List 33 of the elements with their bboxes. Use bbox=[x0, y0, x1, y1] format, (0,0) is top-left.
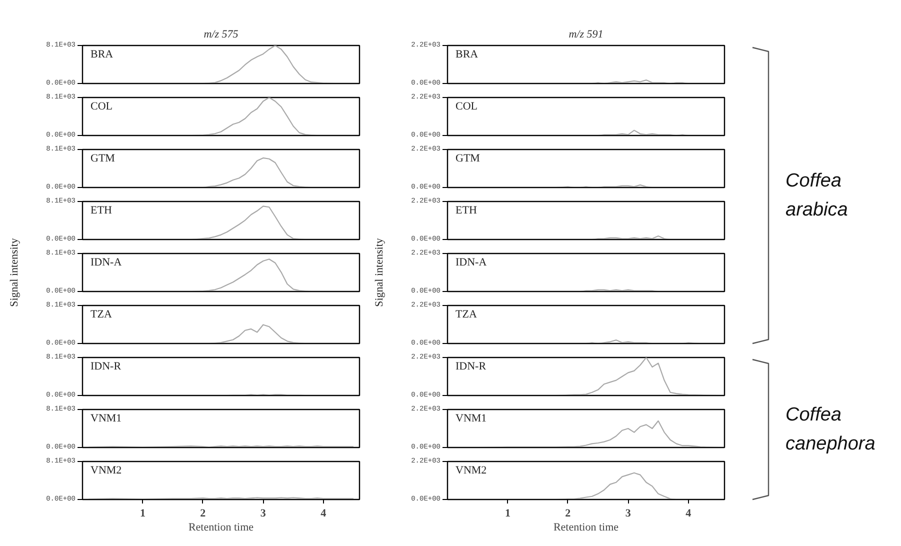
x-tick-label: 2 bbox=[200, 508, 206, 520]
x-tick-label: 3 bbox=[260, 508, 266, 520]
text: Coffea arabica bbox=[786, 170, 848, 221]
annotation: IDN-R bbox=[90, 360, 122, 372]
annotation: COL bbox=[90, 100, 113, 112]
x-tick-label: 1 bbox=[504, 508, 510, 520]
annotation: VNM2 bbox=[456, 464, 487, 476]
x-axis-title: Retention time bbox=[553, 522, 619, 534]
y-axis-title: Signal intensity bbox=[8, 238, 20, 307]
x-tick-label: 2 bbox=[565, 508, 572, 520]
annotation: IDN-R bbox=[456, 360, 487, 372]
annotation: ETH bbox=[456, 204, 477, 216]
text: Coffea canephora bbox=[786, 404, 876, 455]
x-tick-label: 4 bbox=[686, 508, 692, 520]
annotation: COL bbox=[456, 100, 478, 112]
x-tick-label: 3 bbox=[625, 508, 632, 520]
annotation: IDN-A bbox=[456, 256, 487, 268]
annotation: VNM1 bbox=[456, 412, 487, 424]
x-tick-label: 1 bbox=[140, 508, 146, 520]
annotation: TZA bbox=[456, 308, 477, 320]
annotation: GTM bbox=[456, 152, 480, 164]
x-tick-label: 4 bbox=[320, 508, 327, 520]
annotation: ETH bbox=[90, 204, 112, 216]
x-axis-title: Retention time bbox=[188, 522, 254, 534]
annotation: VNM1 bbox=[90, 412, 122, 424]
chart-title: m/z 591 bbox=[568, 28, 604, 40]
annotation: TZA bbox=[90, 308, 112, 320]
annotation: BRA bbox=[456, 48, 478, 60]
annotation: BRA bbox=[90, 48, 114, 60]
chart-title: m/z 575 bbox=[204, 28, 239, 40]
annotation: VNM2 bbox=[90, 464, 122, 476]
y-axis-title: Signal intensity bbox=[374, 238, 386, 307]
annotation: IDN-A bbox=[90, 256, 122, 268]
